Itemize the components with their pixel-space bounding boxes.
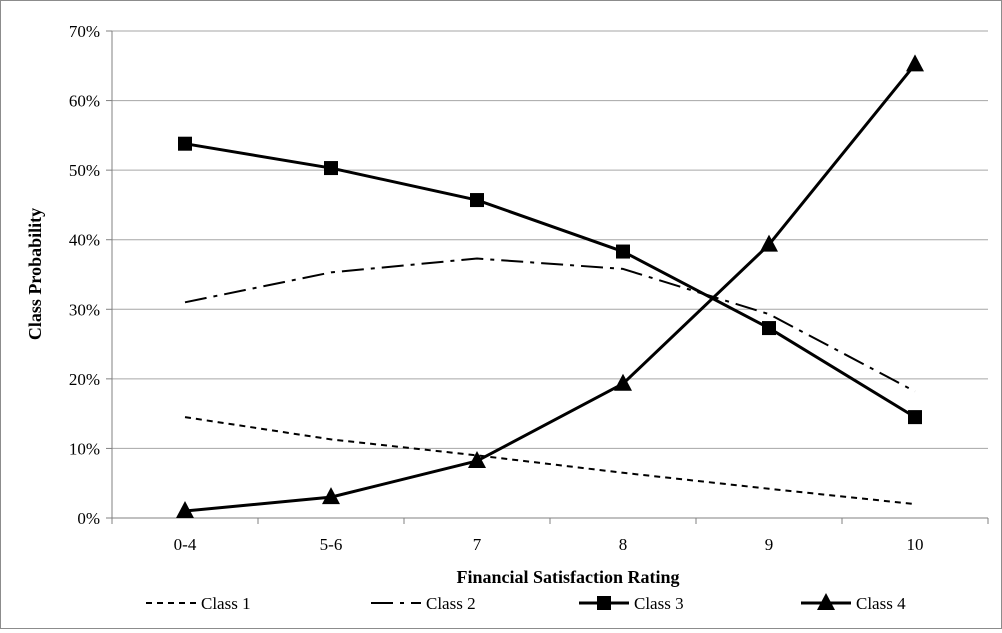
series-line-class-1 — [184, 416, 916, 506]
data-point-class-4 — [614, 373, 632, 391]
data-point-class-4 — [322, 487, 340, 505]
y-tick-label: 50% — [69, 161, 100, 180]
y-axis-title: Class Probability — [25, 208, 45, 340]
series-line-class-3 — [184, 142, 916, 419]
x-tick-label: 10 — [907, 535, 924, 554]
data-point-class-3 — [178, 136, 192, 151]
gridlines — [112, 30, 988, 449]
y-tick-label: 0% — [77, 509, 100, 528]
series-line-class-2 — [184, 257, 916, 393]
series-lines — [184, 63, 917, 513]
x-tick-label: 7 — [473, 535, 482, 554]
x-tick-label: 9 — [765, 535, 774, 554]
legend-label-class-1: Class 1 — [201, 594, 251, 613]
data-point-class-4 — [906, 54, 924, 72]
x-axis-title: Financial Satisfaction Rating — [456, 567, 679, 587]
y-tick-label: 10% — [69, 439, 100, 458]
legend-label-class-2: Class 2 — [426, 594, 476, 613]
y-tick-label: 60% — [69, 92, 100, 111]
legend-marker-class-4 — [817, 593, 835, 610]
legend: Class 1 Class 2 Class 3 Class 4 — [146, 593, 906, 613]
data-point-class-3 — [324, 161, 338, 176]
series-line-class-4 — [184, 63, 917, 513]
y-tick-label: 70% — [69, 22, 100, 41]
legend-label-class-3: Class 3 — [634, 594, 684, 613]
y-tick-label: 40% — [69, 231, 100, 250]
legend-marker-class-3 — [597, 596, 611, 610]
data-point-class-4 — [468, 450, 486, 468]
legend-label-class-4: Class 4 — [856, 594, 906, 613]
axes: 0% 10% 20% 30% 40% 50% 60% 70% 0-4 5-6 7 8 9 10 — [69, 22, 989, 554]
y-tick-label: 20% — [69, 370, 100, 389]
data-point-class-3 — [470, 193, 484, 208]
data-point-class-3 — [908, 410, 922, 425]
data-point-class-4 — [760, 234, 778, 252]
x-tick-label: 8 — [619, 535, 628, 554]
data-point-class-3 — [616, 244, 630, 259]
y-tick-label: 30% — [69, 300, 100, 319]
series-markers — [176, 54, 924, 519]
data-point-class-4 — [176, 501, 194, 519]
x-tick-label: 0-4 — [174, 535, 197, 554]
data-point-class-3 — [762, 321, 776, 336]
x-tick-label: 5-6 — [320, 535, 343, 554]
